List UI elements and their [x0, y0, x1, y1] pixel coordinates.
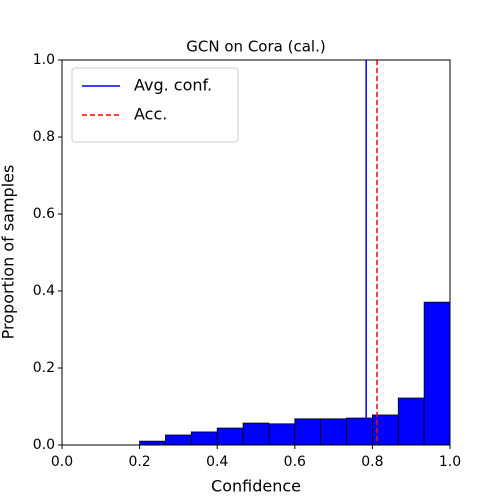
- x-tick-label: 0.4: [206, 454, 228, 470]
- x-tick-label: 0.0: [51, 454, 73, 470]
- bar: [190, 431, 218, 446]
- y-tick-label: 0.8: [33, 129, 55, 145]
- x-axis-label: Confidence: [211, 477, 301, 496]
- bar: [320, 418, 347, 446]
- y-tick-label: 1.0: [33, 52, 55, 68]
- y-tick-label: 0.4: [33, 283, 55, 299]
- y-tick-label: 0.2: [33, 360, 55, 376]
- bar: [139, 440, 166, 446]
- bar: [216, 427, 244, 446]
- bar: [397, 397, 425, 446]
- x-tick-label: 0.6: [284, 454, 306, 470]
- legend-label: Avg. conf.: [134, 76, 212, 95]
- bar: [242, 422, 270, 446]
- x-tick-label: 0.2: [128, 454, 150, 470]
- y-tick-label: 0.6: [33, 206, 55, 222]
- bar: [294, 418, 322, 446]
- bar: [423, 301, 451, 446]
- bar: [165, 434, 192, 446]
- y-tick-label: 0.0: [33, 437, 55, 453]
- bar: [371, 414, 399, 446]
- chart-title: GCN on Cora (cal.): [186, 38, 325, 56]
- bar: [268, 423, 296, 446]
- x-tick-label: 1.0: [439, 454, 461, 470]
- y-axis-label: Proportion of samples: [0, 165, 18, 340]
- x-tick-label: 0.8: [361, 454, 383, 470]
- bar: [346, 417, 373, 446]
- legend-label: Acc.: [134, 105, 167, 124]
- plot-frame: [61, 59, 451, 446]
